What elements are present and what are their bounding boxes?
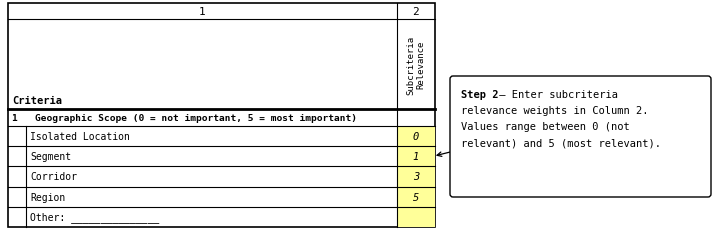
- Bar: [8, 4, 435, 227]
- Text: Corridor: Corridor: [30, 172, 77, 182]
- Text: Subcriteria
Relevance: Subcriteria Relevance: [406, 35, 426, 94]
- Bar: [397, 207, 435, 227]
- Text: relevance weights in Column 2.: relevance weights in Column 2.: [461, 106, 649, 116]
- Text: Segment: Segment: [30, 152, 71, 162]
- Text: Step 2: Step 2: [461, 90, 498, 100]
- Text: Isolated Location: Isolated Location: [30, 131, 130, 141]
- Text: 2: 2: [413, 7, 419, 17]
- Text: 1: 1: [199, 7, 206, 17]
- Text: 1: 1: [413, 152, 419, 162]
- FancyBboxPatch shape: [450, 77, 711, 197]
- Bar: [397, 126, 435, 146]
- Bar: [397, 187, 435, 207]
- Text: 1   Geographic Scope (0 = not important, 5 = most important): 1 Geographic Scope (0 = not important, 5…: [12, 113, 357, 122]
- Text: – Enter subcriteria: – Enter subcriteria: [493, 90, 618, 100]
- Bar: [397, 167, 435, 187]
- Text: 3: 3: [413, 172, 419, 182]
- Text: Values range between 0 (not: Values range between 0 (not: [461, 122, 630, 131]
- Text: Other: _______________: Other: _______________: [30, 212, 159, 222]
- Bar: [397, 146, 435, 167]
- Text: 0: 0: [413, 131, 419, 141]
- Text: Region: Region: [30, 192, 66, 202]
- Text: relevant) and 5 (most relevant).: relevant) and 5 (most relevant).: [461, 137, 661, 147]
- Text: 5: 5: [413, 192, 419, 202]
- Text: Criteria: Criteria: [12, 96, 62, 106]
